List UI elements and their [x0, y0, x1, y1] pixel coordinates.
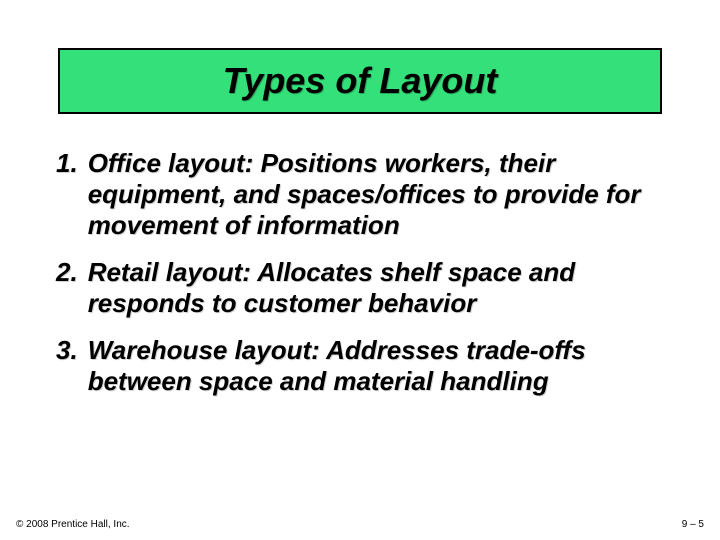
- list-item-number: 3.: [56, 335, 78, 366]
- list-item-text: Office layout: Positions workers, their …: [88, 148, 680, 241]
- list-item: 1. Office layout: Positions workers, the…: [56, 148, 680, 241]
- list-item: 3. Warehouse layout: Addresses trade-off…: [56, 335, 680, 397]
- list-item-text: Retail layout: Allocates shelf space and…: [88, 257, 680, 319]
- footer-copyright: © 2008 Prentice Hall, Inc.: [16, 519, 130, 530]
- list-item: 2. Retail layout: Allocates shelf space …: [56, 257, 680, 319]
- list-item-number: 2.: [56, 257, 78, 288]
- list-item-number: 1.: [56, 148, 78, 179]
- list-item-text: Warehouse layout: Addresses trade-offs b…: [88, 335, 680, 397]
- bullet-list: 1. Office layout: Positions workers, the…: [56, 148, 680, 397]
- title-box: Types of Layout: [58, 48, 662, 114]
- footer-page-number: 9 – 5: [682, 519, 704, 530]
- slide-title: Types of Layout: [223, 60, 498, 102]
